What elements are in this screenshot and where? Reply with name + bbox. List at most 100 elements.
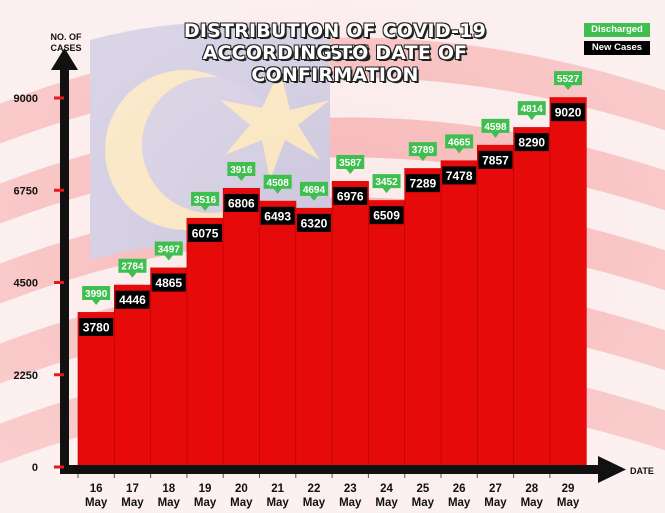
bar-new-cases — [259, 200, 297, 468]
new-cases-label-box — [478, 150, 513, 169]
x-tick-label-day: 20 — [235, 483, 248, 495]
new-cases-value-label: 6075 — [192, 226, 219, 240]
new-cases-label-box — [405, 174, 440, 193]
discharged-value-label: 4598 — [484, 122, 507, 133]
discharged-label-box — [299, 181, 328, 201]
x-tick-label-month: May — [412, 497, 435, 509]
new-cases-label-box — [514, 133, 549, 152]
bar-new-cases — [368, 200, 406, 468]
x-tick-label-day: 26 — [453, 483, 466, 495]
x-tick-label-day: 22 — [308, 483, 321, 495]
new-cases-label-box — [369, 206, 404, 225]
x-tick-label-day: 17 — [126, 483, 139, 495]
discharged-label-box — [82, 286, 111, 306]
bar-new-cases — [332, 180, 369, 467]
new-cases-value-label: 7478 — [446, 169, 473, 183]
bar-new-cases — [78, 312, 115, 467]
y-tick-label: 0 — [32, 462, 38, 474]
bar-new-cases — [441, 160, 478, 468]
chart-title-line1: DISTRIBUTION OF COVID-19 CASES — [183, 20, 487, 64]
y-axis-arrow — [51, 48, 78, 70]
discharged-label-box — [191, 191, 220, 211]
new-cases-label-box — [333, 186, 368, 205]
new-cases-label-box — [188, 223, 223, 242]
discharged-value-label: 3789 — [412, 145, 435, 156]
discharged-value-label: 3587 — [339, 158, 362, 169]
new-cases-label-box — [115, 290, 150, 309]
y-tick-label: 2250 — [14, 370, 38, 382]
x-tick-label-day: 29 — [562, 483, 575, 495]
x-tick-label-month: May — [521, 497, 544, 509]
legend-new-cases: New Cases — [584, 41, 650, 55]
x-tick-label-month: May — [339, 497, 362, 509]
bar-new-cases — [549, 97, 587, 468]
bar-new-cases — [477, 144, 515, 467]
x-tick-label-month: May — [266, 497, 289, 509]
discharged-value-label: 3516 — [194, 195, 217, 206]
new-cases-value-label: 4865 — [155, 276, 182, 290]
new-cases-label-box — [260, 206, 295, 225]
bar-new-cases — [404, 168, 442, 467]
discharged-label-box — [118, 258, 147, 278]
new-cases-label-box — [296, 213, 331, 232]
y-axis-label: NO. OF CASES — [50, 32, 82, 53]
y-tick-mark — [54, 281, 64, 284]
y-tick-mark — [54, 96, 64, 100]
new-cases-value-label: 4446 — [119, 293, 146, 307]
discharged-value-label: 3497 — [158, 245, 181, 256]
discharged-value-label: 2784 — [121, 262, 144, 273]
new-cases-value-label: 6509 — [373, 209, 400, 223]
discharged-value-label: 3452 — [375, 177, 398, 188]
discharged-label-box — [372, 174, 401, 194]
x-tick-label-day: 25 — [416, 483, 429, 495]
new-cases-value-label: 7289 — [409, 177, 436, 191]
discharged-value-label: 3990 — [85, 289, 108, 300]
x-tick-label-month: May — [121, 497, 144, 509]
discharged-label-box — [227, 161, 256, 181]
bar-new-cases — [150, 267, 188, 467]
new-cases-label-box — [151, 273, 186, 292]
x-tick-label-month: May — [85, 497, 108, 509]
value-labels-layer: 3780 3990 4446 2784 4865 3497 6075 3516 6806 3916… — [79, 71, 586, 337]
x-tick-label-month: May — [158, 497, 181, 509]
new-cases-value-label: 9020 — [555, 106, 582, 120]
x-tick-label-month: May — [194, 497, 217, 509]
x-tick-label-day: 27 — [489, 483, 502, 495]
x-tick-label-month: May — [557, 497, 580, 509]
x-tick-label-day: 18 — [162, 483, 175, 495]
discharged-value-label: 4814 — [521, 104, 544, 115]
discharged-label-box — [554, 71, 583, 91]
bar-new-cases — [513, 127, 551, 468]
axes-layer: 16 May 17 May 18 May 19 May 20 May 21 May 22 May 23 May… — [14, 48, 626, 509]
new-cases-label-box — [224, 193, 259, 212]
discharged-label-box — [481, 118, 510, 138]
x-axis-line — [60, 465, 600, 474]
x-axis-label: DATE — [630, 466, 654, 476]
chart-title-line2: ACCORDING TO DATE OF CONFIRMATION — [202, 42, 468, 86]
discharged-value-label: 4508 — [267, 178, 290, 189]
y-tick-label: 6750 — [14, 185, 38, 197]
new-cases-label-box — [551, 103, 586, 122]
bar-new-cases — [114, 284, 152, 467]
x-tick-label-day: 21 — [271, 483, 284, 495]
y-tick-mark — [54, 465, 64, 469]
x-tick-label-month: May — [448, 497, 471, 509]
new-cases-label-box — [442, 166, 477, 185]
discharged-value-label: 4665 — [448, 137, 471, 148]
discharged-label-box — [517, 101, 546, 121]
discharged-value-label: 3916 — [230, 165, 253, 176]
y-tick-label: 9000 — [14, 93, 38, 105]
discharged-label-box — [336, 154, 365, 174]
y-axis-line — [60, 66, 69, 473]
new-cases-value-label: 6806 — [228, 196, 255, 210]
x-tick-label-day: 23 — [344, 483, 357, 495]
x-tick-label-month: May — [230, 497, 253, 509]
new-cases-value-label: 7857 — [482, 153, 509, 167]
discharged-value-label: 4694 — [303, 185, 326, 196]
y-tick-label: 4500 — [14, 278, 38, 290]
x-tick-label-month: May — [303, 497, 326, 509]
new-cases-value-label: 8290 — [518, 136, 545, 150]
legend-discharged: Discharged — [584, 23, 650, 37]
x-tick-label-day: 16 — [90, 483, 103, 495]
